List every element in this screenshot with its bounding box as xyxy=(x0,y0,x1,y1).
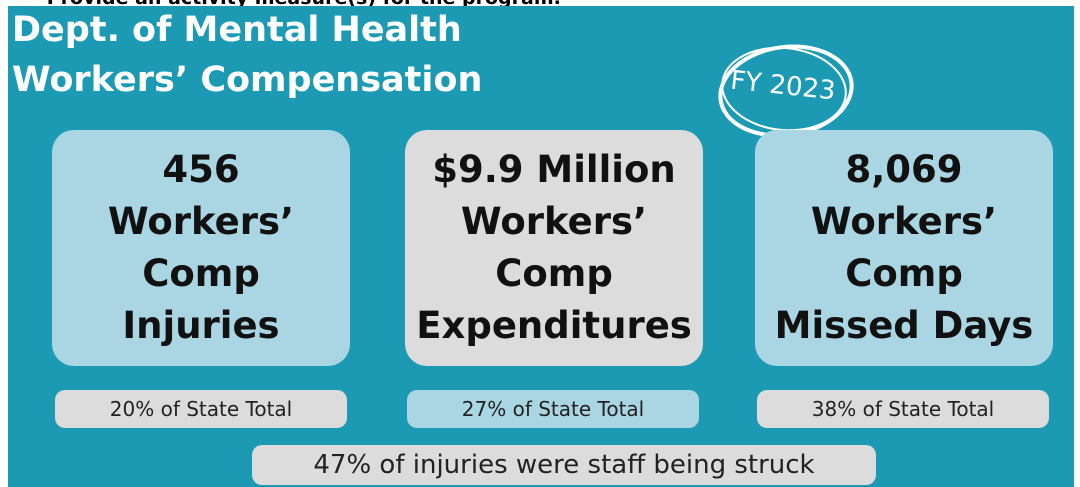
card-line: 456 xyxy=(162,148,240,191)
card: 8,069 Workers’ Comp Missed Days xyxy=(755,130,1053,366)
card: 456 Workers’ Comp Injuries xyxy=(52,130,350,366)
infographic: Dept. of Mental Health Workers’ Compensa… xyxy=(8,6,1074,487)
badge: FY 2023 xyxy=(708,41,858,141)
card-line: Comp xyxy=(495,252,613,295)
share-pill: 20% of State Total xyxy=(55,390,347,428)
title-line: Workers’ Compensation xyxy=(12,60,483,100)
card-line: Workers’ xyxy=(107,200,295,243)
title-line: Dept. of Mental Health xyxy=(12,10,462,50)
footnote: 47% of injuries were staff being struck xyxy=(252,445,876,485)
card-line: Workers’ xyxy=(460,200,648,243)
share-pill: 27% of State Total xyxy=(407,390,699,428)
card-line: Comp xyxy=(845,252,963,295)
card-line: $9.9 Million xyxy=(432,148,676,191)
card-line: Comp xyxy=(142,252,260,295)
card-line: Workers’ xyxy=(810,200,998,243)
card: $9.9 Million Workers’ Comp Expenditures xyxy=(405,130,703,366)
card-line: 8,069 xyxy=(845,148,963,191)
note: • Provide an activity measure(s) for the… xyxy=(28,0,561,9)
card-line: Injuries xyxy=(122,304,280,347)
share-pill: 38% of State Total xyxy=(757,390,1049,428)
card-line: Missed Days xyxy=(774,304,1034,347)
note-text: Provide an activity measure(s) for the p… xyxy=(47,0,561,9)
card-line: Expenditures xyxy=(416,304,692,347)
